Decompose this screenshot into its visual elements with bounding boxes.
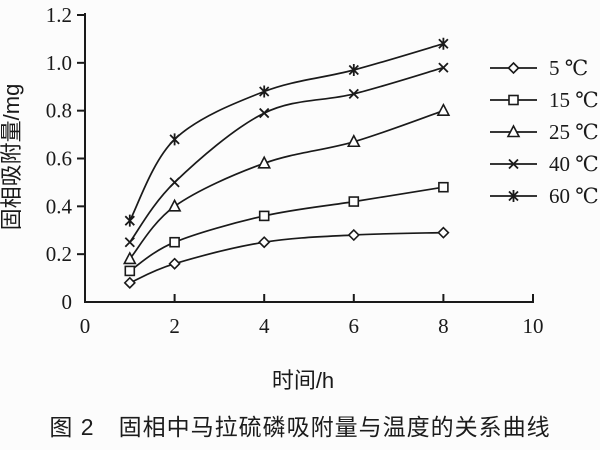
y-tick-label: 1.0 bbox=[46, 51, 72, 75]
triangle-marker-icon bbox=[257, 155, 272, 169]
asterisk-marker-icon bbox=[169, 133, 180, 146]
asterisk-marker-icon bbox=[124, 214, 135, 227]
cross-marker-icon bbox=[348, 88, 359, 100]
diamond-marker-icon bbox=[507, 61, 520, 75]
cross-marker-icon bbox=[508, 158, 519, 170]
triangle-marker-icon bbox=[167, 198, 182, 212]
triangle-marker-icon bbox=[506, 124, 521, 138]
diamond-marker-icon bbox=[123, 276, 136, 289]
triangle-marker-icon bbox=[346, 134, 361, 148]
diamond-marker-icon bbox=[437, 226, 450, 239]
square-marker-icon bbox=[258, 210, 270, 222]
legend-label: 15 ℃ bbox=[549, 88, 599, 112]
triangle-marker-icon bbox=[436, 102, 451, 116]
asterisk-marker-icon bbox=[348, 64, 359, 77]
cross-marker-icon bbox=[124, 237, 135, 248]
asterisk-marker-icon bbox=[438, 37, 449, 50]
cross-marker-icon bbox=[169, 177, 180, 188]
line-chart: 0 0.2 0.4 0.6 0.8 1.0 1.2 0 2 4 6 8 10 固相吸附量/mg 时间/h 5 … bbox=[0, 3, 599, 393]
series-line-square bbox=[129, 186, 444, 272]
square-marker-icon bbox=[348, 196, 360, 207]
legend-label: 5 ℃ bbox=[549, 56, 588, 80]
y-tick-label: 0.2 bbox=[46, 242, 72, 266]
figure-caption: 图 2 固相中马拉硫磷吸附量与温度的关系曲线 bbox=[49, 414, 551, 440]
x-tick-label: 10 bbox=[523, 314, 544, 338]
x-tick-label: 6 bbox=[349, 314, 360, 338]
x-axis-title: 时间/h bbox=[272, 368, 334, 393]
x-tick-label: 2 bbox=[169, 314, 180, 338]
square-marker-icon bbox=[508, 94, 519, 106]
diamond-marker-icon bbox=[258, 236, 271, 249]
asterisk-marker-icon bbox=[508, 190, 519, 202]
square-marker-icon bbox=[169, 236, 180, 248]
x-tick-label: 0 bbox=[80, 314, 91, 338]
diamond-marker-icon bbox=[347, 228, 360, 242]
legend-label: 40 ℃ bbox=[549, 152, 599, 176]
legend-label: 25 ℃ bbox=[549, 120, 599, 144]
square-marker-icon bbox=[438, 181, 449, 193]
x-tick-label: 4 bbox=[259, 314, 270, 338]
cross-marker-icon bbox=[438, 62, 449, 73]
square-marker-icon bbox=[124, 265, 136, 277]
diamond-marker-icon bbox=[168, 257, 181, 270]
y-tick-label: 0.6 bbox=[46, 147, 72, 171]
legend-label: 60 ℃ bbox=[549, 184, 599, 208]
y-tick-label: 0.8 bbox=[46, 99, 72, 123]
triangle-marker-icon bbox=[122, 251, 137, 265]
y-tick-label: 1.2 bbox=[46, 3, 72, 27]
x-tick-label: 8 bbox=[438, 314, 449, 338]
series-line-cross bbox=[129, 66, 444, 243]
y-tick-label: 0.4 bbox=[46, 194, 73, 218]
y-axis-title: 固相吸附量/mg bbox=[0, 84, 24, 231]
cross-marker-icon bbox=[259, 107, 270, 119]
asterisk-marker-icon bbox=[259, 85, 270, 98]
y-tick-label: 0 bbox=[62, 290, 73, 314]
